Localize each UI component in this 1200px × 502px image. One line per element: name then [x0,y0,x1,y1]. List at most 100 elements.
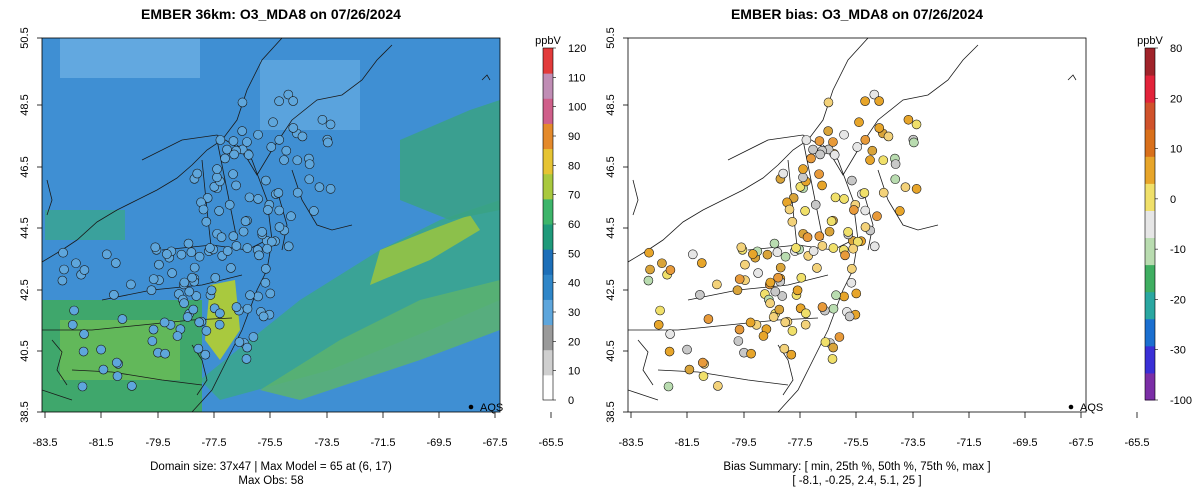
bias-point [815,149,825,160]
station-point [297,131,308,142]
bias-point [712,279,722,290]
colorbar-label: 50 [568,248,580,260]
colorbar-segment [1145,372,1155,401]
station-point [212,172,222,183]
bias-point [848,243,858,254]
station-point [159,317,170,328]
station-point [325,184,336,194]
station-point [58,247,68,258]
colorbar-segment [543,173,553,200]
y-tick-label: 40.5 [605,340,617,361]
bias-point [831,290,841,301]
station-point [261,264,271,274]
y-tick-label: 48.5 [19,94,31,115]
colorbar-label: -30 [1170,345,1186,357]
bias-point [758,331,769,341]
bias-point [703,314,714,324]
x-tick-label: -77.5 [201,437,226,449]
station-point [242,342,252,353]
station-point [273,188,284,198]
y-tick-label: 46.5 [19,156,31,177]
x-tick-label: -65.5 [538,437,563,449]
bias-point [814,231,825,241]
station-point [325,119,336,130]
station-point [154,259,164,270]
station-point [237,97,248,108]
station-point [126,279,136,290]
station-point [200,349,211,360]
station-point [109,290,119,300]
station-point [176,249,187,260]
bias-point [860,205,871,216]
bias-point [827,354,838,364]
station-point [288,96,298,106]
bias-point [778,168,789,179]
station-point [253,129,263,140]
colorbar-segment [543,349,553,376]
bias-point [878,155,889,166]
station-point [96,344,106,355]
colorbar-segment [543,274,553,300]
right-title: EMBER bias: O3_MDA8 on 07/26/2024 [731,6,983,22]
colorbar-label: 80 [1170,43,1182,55]
left-y-axis: 38.5 40.5 42.5 44.5 46.5 48.5 50.5 [19,27,42,423]
x-tick-label: -71.5 [956,437,981,449]
bias-point [853,236,863,247]
bias-point [695,290,705,300]
boundary-line [276,189,288,251]
bias-point [828,243,839,253]
x-tick-label: -75.5 [843,437,868,449]
station-point [182,312,193,322]
colorbar-segment [543,198,553,225]
x-tick-label: -75.5 [257,437,282,449]
station-point [245,290,255,301]
colorbar-label: 10 [568,366,580,378]
colorbar-segment [1145,156,1155,184]
colorbar-label: 120 [568,43,586,55]
boundary-line [632,179,639,216]
y-tick-label: 50.5 [605,27,617,48]
x-tick-label: -67.5 [1068,437,1093,449]
station-point [304,159,315,169]
station-point [150,242,161,253]
colorbar-segment [1145,183,1155,211]
station-point [274,96,284,106]
station-point [146,285,157,295]
station-point [111,357,122,368]
bias-point [801,135,812,145]
colorbar-segment [543,48,553,74]
bias-point [733,336,744,346]
boundary-line [862,189,874,251]
bias-point [645,264,655,275]
boundary-line [216,139,238,241]
station-point [286,211,296,222]
boundary-line [141,44,393,176]
right-caption-line1: Bias Summary: [ min, 25th %, 50th %, 75t… [723,461,990,473]
field-yellow-green-streak [370,215,480,285]
colorbar-label: 0 [568,395,574,407]
bias-point [777,291,788,301]
bias-point [772,247,783,258]
boundary-line [71,369,203,386]
station-point [224,199,235,210]
field-green-southwest-2 [60,320,180,380]
model-field [42,38,500,412]
colorbar-label: -100 [1170,395,1192,407]
bias-point [698,371,709,381]
left-aqs-legend: AQS [468,402,503,414]
bias-point [867,145,878,156]
bias-point [643,275,654,286]
station-point [212,164,222,174]
station-point [198,204,209,215]
bias-point [806,153,816,164]
left-plot-frame [41,37,501,413]
y-tick-label: 48.5 [605,94,617,115]
bias-point [844,311,855,322]
station-point [222,246,233,256]
colorbar-segment [1145,237,1155,266]
colorbar-label: -10 [1170,244,1186,256]
station-point [160,348,170,359]
colorbar-segment [1145,129,1155,157]
bias-point [684,364,695,375]
bias-point [732,285,743,295]
